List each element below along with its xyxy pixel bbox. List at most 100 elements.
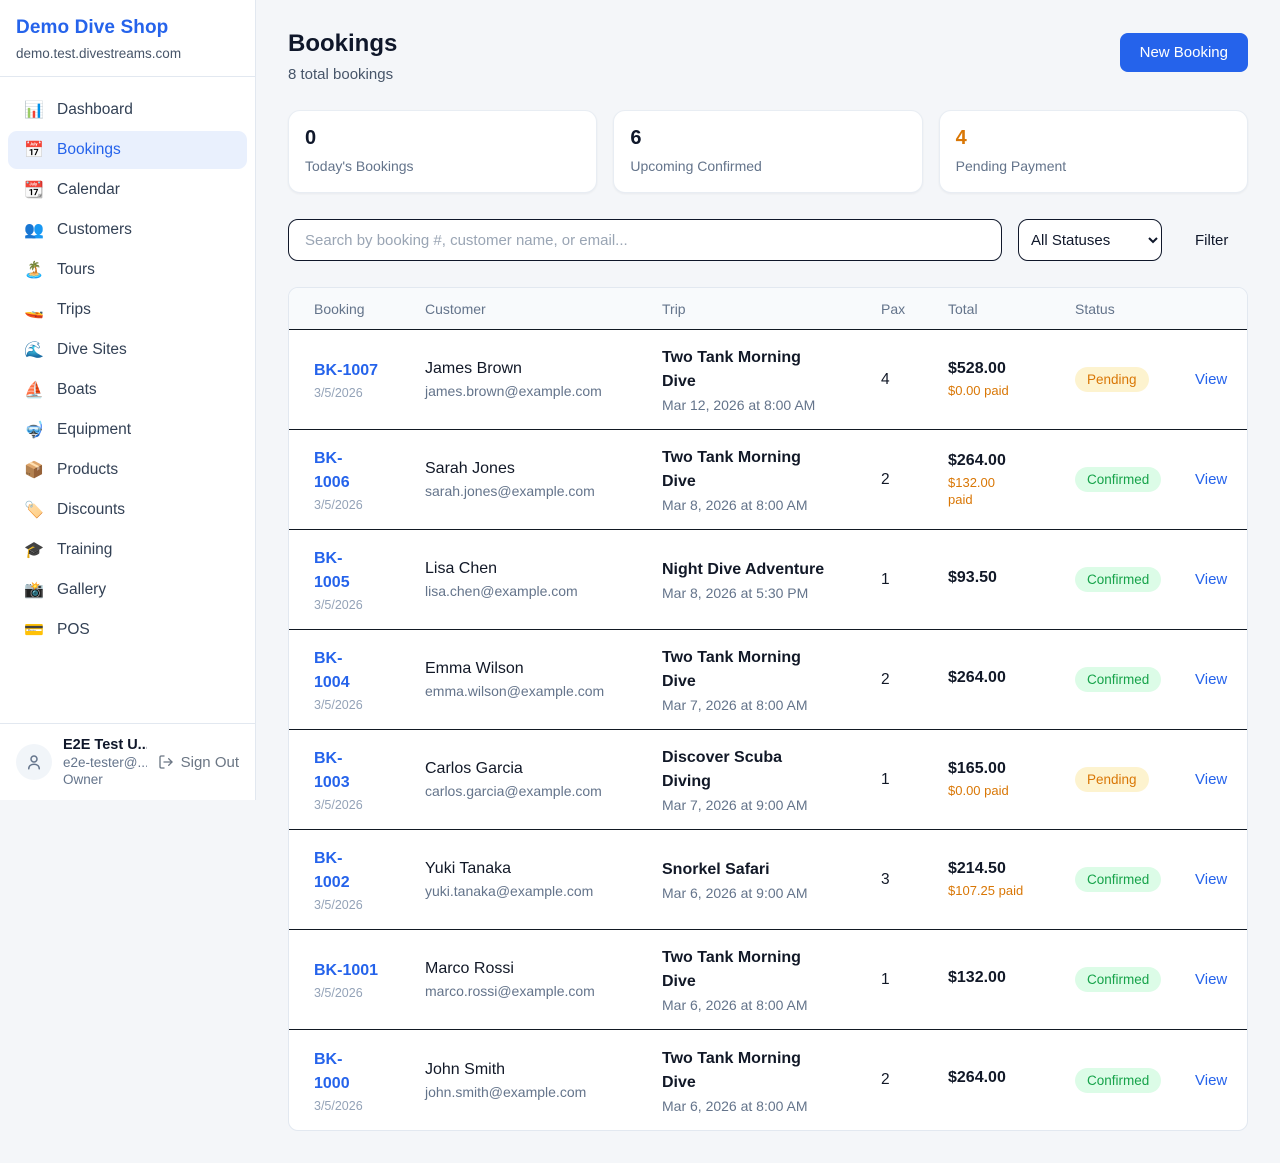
sidebar-item-training[interactable]: 🎓 Training bbox=[8, 531, 247, 569]
pax-count: 1 bbox=[881, 570, 890, 588]
stat-value: 0 bbox=[305, 127, 317, 149]
view-link[interactable]: View bbox=[1195, 1071, 1228, 1089]
customer-name: Lisa Chen bbox=[425, 560, 498, 577]
trip-name: Snorkel Safari bbox=[662, 861, 770, 878]
trip-time: Mar 8, 2026 at 5:30 PM bbox=[662, 585, 809, 601]
customer-email: marco.rossi@example.com bbox=[425, 983, 595, 999]
new-booking-button[interactable]: New Booking bbox=[1119, 33, 1248, 72]
equipment-mask-icon: 🤿 bbox=[24, 422, 44, 439]
booking-id-link[interactable]: BK- 1005 bbox=[314, 550, 350, 591]
booking-id-link[interactable]: BK-1007 bbox=[314, 362, 379, 379]
view-link[interactable]: View bbox=[1195, 371, 1228, 388]
pax-count: 4 bbox=[881, 370, 890, 388]
sidebar-item-bookings[interactable]: 📅 Bookings bbox=[8, 131, 247, 169]
col-header-booking: Booking bbox=[314, 300, 365, 317]
bookings-table: Booking Customer Trip Pax Total Status B… bbox=[288, 287, 1248, 1131]
total-amount: $132.00 bbox=[948, 968, 1006, 986]
view-link[interactable]: View bbox=[1195, 871, 1228, 888]
status-badge: Confirmed bbox=[1075, 667, 1162, 692]
discounts-tag-icon: 🏷️ bbox=[24, 502, 44, 519]
dive-sites-wave-icon: 🌊 bbox=[24, 342, 44, 359]
shop-name: Demo Dive Shop bbox=[16, 17, 169, 38]
sidebar-item-dive-sites[interactable]: 🌊 Dive Sites bbox=[8, 331, 247, 369]
pax-count: 3 bbox=[881, 870, 890, 888]
booking-id-link[interactable]: BK- 1006 bbox=[314, 450, 350, 491]
view-link[interactable]: View bbox=[1195, 471, 1228, 488]
stat-card-upcoming-confirmed: 6 Upcoming Confirmed bbox=[613, 110, 923, 193]
table-row: BK- 1003 3/5/2026 Carlos Garcia carlos.g… bbox=[289, 730, 1247, 830]
trip-time: Mar 12, 2026 at 8:00 AM bbox=[662, 397, 816, 413]
view-link[interactable]: View bbox=[1195, 571, 1228, 588]
sidebar-nav: 📊 Dashboard 📅 Bookings 📆 Calendar 👥 Cust… bbox=[0, 77, 255, 723]
dashboard-chart-icon: 📊 bbox=[24, 102, 44, 119]
customer-email: yuki.tanaka@example.com bbox=[425, 883, 594, 899]
calendar-icon: 📆 bbox=[24, 182, 44, 199]
col-header-customer: Customer bbox=[425, 300, 486, 317]
customer-email: john.smith@example.com bbox=[425, 1083, 587, 1100]
sidebar-item-gallery[interactable]: 📸 Gallery bbox=[8, 571, 247, 609]
booking-id-link[interactable]: BK-1001 bbox=[314, 962, 379, 979]
view-link[interactable]: View bbox=[1195, 671, 1228, 688]
sidebar-item-tours[interactable]: 🏝️ Tours bbox=[8, 251, 247, 289]
view-link[interactable]: View bbox=[1195, 971, 1228, 988]
status-badge: Confirmed bbox=[1075, 867, 1162, 892]
sidebar-item-products[interactable]: 📦 Products bbox=[8, 451, 247, 489]
col-header-status: Status bbox=[1075, 300, 1115, 317]
customer-name: Carlos Garcia bbox=[425, 760, 523, 777]
total-amount: $93.50 bbox=[948, 568, 997, 586]
sidebar-item-label: Customers bbox=[57, 221, 132, 238]
pax-count: 2 bbox=[881, 1071, 890, 1088]
table-header-row: Booking Customer Trip Pax Total Status bbox=[289, 288, 1247, 330]
search-input[interactable] bbox=[288, 219, 1002, 261]
trip-time: Mar 6, 2026 at 9:00 AM bbox=[662, 885, 808, 901]
table-row: BK- 1006 3/5/2026 Sarah Jones sarah.jone… bbox=[289, 430, 1247, 530]
brand-block: Demo Dive Shop demo.test.divestreams.com bbox=[0, 0, 255, 77]
customers-people-icon: 👥 bbox=[24, 222, 44, 239]
trip-name: Discover Scuba Diving bbox=[662, 749, 783, 790]
customer-name: Sarah Jones bbox=[425, 460, 515, 477]
customer-name: John Smith bbox=[425, 1060, 506, 1078]
view-link[interactable]: View bbox=[1195, 771, 1228, 788]
sign-out-button[interactable]: Sign Out bbox=[158, 754, 239, 771]
booking-id-link[interactable]: BK- 1002 bbox=[314, 850, 350, 891]
table-row: BK- 1004 3/5/2026 Emma Wilson emma.wilso… bbox=[289, 630, 1247, 730]
trips-speedboat-icon: 🚤 bbox=[24, 302, 44, 319]
sidebar-item-label: Gallery bbox=[57, 581, 107, 598]
table-body: BK-1007 3/5/2026 James Brown james.brown… bbox=[289, 330, 1247, 1130]
sidebar-item-label: Bookings bbox=[57, 141, 121, 158]
stat-label: Upcoming Confirmed bbox=[630, 158, 762, 174]
booking-id-link[interactable]: BK- 1003 bbox=[314, 750, 350, 791]
sidebar-item-trips[interactable]: 🚤 Trips bbox=[8, 291, 247, 329]
paid-amount: $132.00 paid bbox=[948, 474, 995, 507]
user-name: E2E Test U... bbox=[63, 737, 147, 753]
trip-name: Two Tank Morning Dive bbox=[662, 649, 801, 690]
stat-value: 6 bbox=[630, 127, 642, 149]
sidebar-item-label: Equipment bbox=[57, 421, 132, 438]
booking-id-link[interactable]: BK- 1000 bbox=[314, 1050, 350, 1092]
tours-island-icon: 🏝️ bbox=[24, 262, 44, 279]
sidebar-item-pos[interactable]: 💳 POS bbox=[8, 611, 247, 649]
sign-out-label: Sign Out bbox=[180, 753, 239, 771]
sidebar-item-customers[interactable]: 👥 Customers bbox=[8, 211, 247, 249]
sidebar-item-label: POS bbox=[57, 621, 90, 638]
customer-name: Marco Rossi bbox=[425, 960, 514, 977]
sidebar-item-calendar[interactable]: 📆 Calendar bbox=[8, 171, 247, 209]
stats-row: 0 Today's Bookings 6 Upcoming Confirmed … bbox=[288, 110, 1248, 193]
booking-date: 3/5/2026 bbox=[314, 698, 363, 712]
booking-date: 3/5/2026 bbox=[314, 1098, 363, 1113]
status-filter-select[interactable]: All Statuses bbox=[1018, 219, 1162, 261]
sidebar-item-boats[interactable]: ⛵ Boats bbox=[8, 371, 247, 409]
pax-count: 1 bbox=[881, 770, 890, 788]
status-badge: Confirmed bbox=[1075, 467, 1162, 492]
total-amount: $165.00 bbox=[948, 760, 1006, 777]
booking-date: 3/5/2026 bbox=[314, 898, 363, 912]
sidebar-item-equipment[interactable]: 🤿 Equipment bbox=[8, 411, 247, 449]
sidebar-item-discounts[interactable]: 🏷️ Discounts bbox=[8, 491, 247, 529]
table-row: BK- 1002 3/5/2026 Yuki Tanaka yuki.tanak… bbox=[289, 830, 1247, 930]
gallery-camera-icon: 📸 bbox=[24, 582, 44, 599]
sidebar-item-label: Dive Sites bbox=[57, 341, 127, 358]
booking-id-link[interactable]: BK- 1004 bbox=[314, 650, 350, 691]
sidebar-item-dashboard[interactable]: 📊 Dashboard bbox=[8, 91, 247, 129]
user-info: E2E Test U... e2e-tester@... Owner bbox=[63, 737, 147, 787]
customer-email: sarah.jones@example.com bbox=[425, 483, 595, 499]
